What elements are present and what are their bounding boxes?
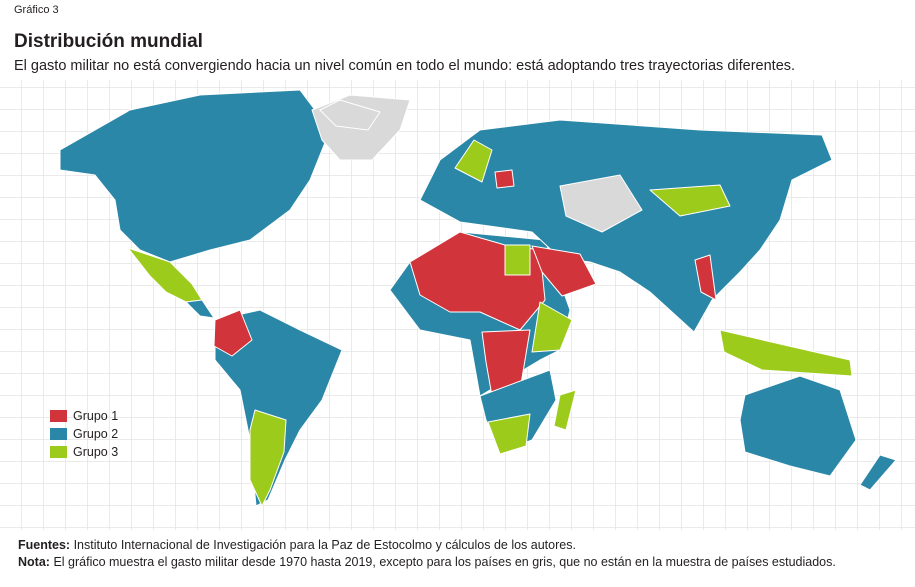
- legend-item: Grupo 1: [50, 407, 118, 425]
- country-region: [719, 329, 853, 377]
- country-region: [185, 299, 215, 319]
- country-region: [59, 89, 331, 263]
- country-region: [694, 254, 717, 301]
- country-region: [494, 169, 515, 189]
- country-region: [504, 244, 531, 276]
- sources-label: Fuentes:: [18, 538, 71, 552]
- country-region: [739, 375, 857, 477]
- chart-title: Distribución mundial: [14, 31, 203, 52]
- country-region: [249, 409, 287, 507]
- legend-swatch: [50, 428, 67, 440]
- sources-text: Instituto Internacional de Investigación…: [73, 538, 576, 552]
- country-region: [454, 139, 493, 183]
- country-region: [213, 309, 253, 357]
- legend-swatch: [50, 410, 67, 422]
- country-region: [531, 301, 573, 353]
- note: Nota: El gráfico muestra el gasto milita…: [18, 554, 836, 571]
- country-region: [214, 309, 343, 507]
- note-text: El gráfico muestra el gasto militar desd…: [53, 555, 836, 569]
- legend-item: Grupo 3: [50, 443, 118, 461]
- country-region: [531, 245, 597, 297]
- country-region: [319, 99, 381, 131]
- legend-swatch: [50, 446, 67, 458]
- footer: Fuentes: Instituto Internacional de Inve…: [18, 537, 836, 571]
- legend-label: Grupo 1: [73, 409, 119, 423]
- map: [0, 80, 915, 530]
- legend-label: Grupo 2: [73, 427, 119, 441]
- note-label: Nota:: [18, 555, 50, 569]
- sources: Fuentes: Instituto Internacional de Inve…: [18, 537, 836, 554]
- country-region: [559, 174, 643, 233]
- country-region: [859, 454, 897, 491]
- chart-label: Gráfico 3: [14, 4, 59, 16]
- country-region: [553, 389, 577, 431]
- legend-item: Grupo 2: [50, 425, 118, 443]
- country-region: [649, 184, 731, 217]
- chart-subtitle: El gasto militar no está convergiendo ha…: [14, 58, 796, 74]
- country-region: [487, 413, 531, 455]
- legend-label: Grupo 3: [73, 445, 119, 459]
- legend: Grupo 1 Grupo 2 Grupo 3: [50, 407, 118, 461]
